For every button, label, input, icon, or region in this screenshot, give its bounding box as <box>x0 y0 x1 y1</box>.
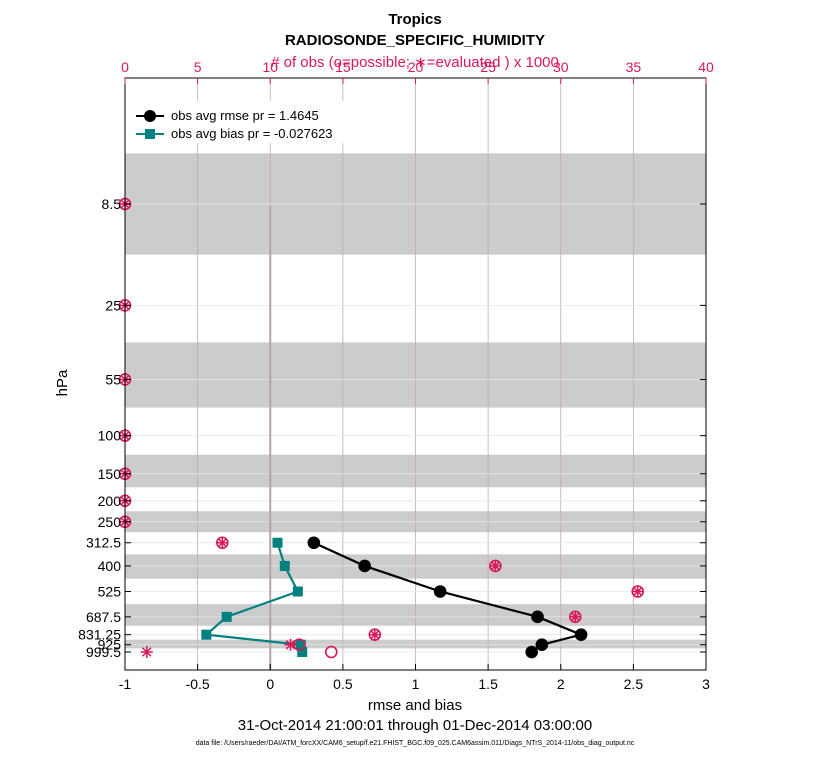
obs-evaluated-marker <box>569 610 582 623</box>
bias-series <box>201 537 308 657</box>
date-range: 31-Oct-2014 21:00:01 through 01-Dec-2014… <box>238 717 592 734</box>
left-tick-label: 200 <box>98 493 122 509</box>
top-tick-label: 40 <box>698 59 714 75</box>
rmse-point <box>574 628 588 641</box>
top-tick-label: 10 <box>262 59 278 75</box>
bias-point <box>221 611 232 622</box>
left-tick-label: 687.5 <box>86 609 121 625</box>
rmse-point <box>525 645 538 659</box>
bias-point <box>292 586 303 597</box>
left-tick-label: 525 <box>98 583 122 599</box>
top-tick-label: 5 <box>194 59 202 75</box>
rmse-point <box>531 610 544 624</box>
left-tick-label: 150 <box>98 466 122 482</box>
top-tick-label: 15 <box>335 59 351 75</box>
left-tick-label: 999.5 <box>86 644 121 660</box>
left-tick-label: 25 <box>105 297 121 313</box>
bias-point <box>295 639 306 650</box>
top-tick-label: 20 <box>408 59 424 75</box>
top-tick-label: 35 <box>626 59 642 75</box>
chart-subtitle: RADIOSONDE_SPECIFIC_HUMIDITY <box>285 32 545 49</box>
obs-evaluated-marker <box>489 559 502 572</box>
data-file-footnote: data file: /Users/raeder/DAI/ATM_forcXX/… <box>196 740 635 747</box>
bottom-tick-label: 2.5 <box>624 676 644 692</box>
legend-bias-label: obs avg bias pr = -0.027623 <box>171 126 333 141</box>
left-axis-ticks: 8.5 25 55 100 150 200 250 312.5 400 525 687.5 831.2… <box>78 196 706 660</box>
rmse-series <box>307 536 588 659</box>
legend: obs avg rmse pr = 1.4645 obs avg bias pr… <box>128 101 368 143</box>
obs-evaluated-stroke <box>570 612 581 622</box>
left-tick-label: 925 <box>98 637 122 653</box>
rmse-point <box>307 536 321 550</box>
rmse-point <box>358 559 371 573</box>
bias-point <box>297 647 308 657</box>
bottom-tick-label: 0 <box>266 676 274 692</box>
bottom-tick-label: 0.5 <box>333 676 353 692</box>
obs-evaluated-stroke <box>217 537 228 548</box>
bias-point <box>272 537 283 548</box>
bias-point <box>201 629 212 640</box>
obs-evaluated-marker <box>631 585 644 598</box>
bottom-tick-label: 3 <box>702 676 710 692</box>
left-tick-label: 831.25 <box>78 627 121 643</box>
rmse-point <box>433 585 447 598</box>
top-axis-label: # of obs (o=possible; ∗=evaluated ) x 10… <box>271 54 559 71</box>
legend-rmse-label: obs avg rmse pr = 1.4645 <box>171 108 319 123</box>
bias-point <box>279 560 290 571</box>
top-tick-label: 25 <box>480 59 496 75</box>
obs-evaluated-stroke <box>142 647 152 657</box>
legend-rmse-marker <box>144 110 156 122</box>
top-tick-label: 0 <box>121 59 129 75</box>
left-tick-label: 400 <box>98 558 122 574</box>
obs-evaluated-marker <box>368 628 381 641</box>
obs-evaluated-stroke <box>285 639 296 650</box>
obs-evaluated-stroke <box>490 561 501 571</box>
chart-title: Tropics <box>388 11 441 28</box>
obs-possible-marker <box>324 645 338 659</box>
left-tick-label: 312.5 <box>86 535 121 551</box>
obs-evaluated-stroke <box>632 586 643 597</box>
bottom-tick-label: 1 <box>412 676 420 692</box>
obs-evaluated-stroke <box>370 629 380 640</box>
obs-evaluated-marker <box>216 536 229 549</box>
top-axis-ticks: 0 5 10 15 20 25 30 35 40 <box>121 59 714 84</box>
legend-box <box>128 101 368 143</box>
x-axis-label: rmse and bias <box>368 697 462 714</box>
bottom-tick-label: -1 <box>119 676 132 692</box>
left-tick-label: 100 <box>98 428 122 444</box>
bottom-axis-ticks: -1 -0.5 0 0.5 1 1.5 2 2.5 3 <box>119 664 710 692</box>
top-tick-label: 30 <box>553 59 569 75</box>
obs-evaluated-marker <box>284 638 297 651</box>
obs-evaluated-marker <box>140 646 153 658</box>
rmse-point <box>535 638 549 652</box>
level-grid-lines <box>125 203 706 653</box>
bottom-tick-label: -0.5 <box>186 676 210 692</box>
left-tick-label: 8.5 <box>102 196 122 212</box>
bottom-tick-label: 2 <box>557 676 565 692</box>
y-axis-label: hPa <box>54 369 71 396</box>
legend-bias-marker <box>145 129 155 139</box>
bottom-tick-label: 1.5 <box>478 676 498 692</box>
left-tick-label: 55 <box>105 371 121 387</box>
left-tick-label: 250 <box>98 514 122 530</box>
